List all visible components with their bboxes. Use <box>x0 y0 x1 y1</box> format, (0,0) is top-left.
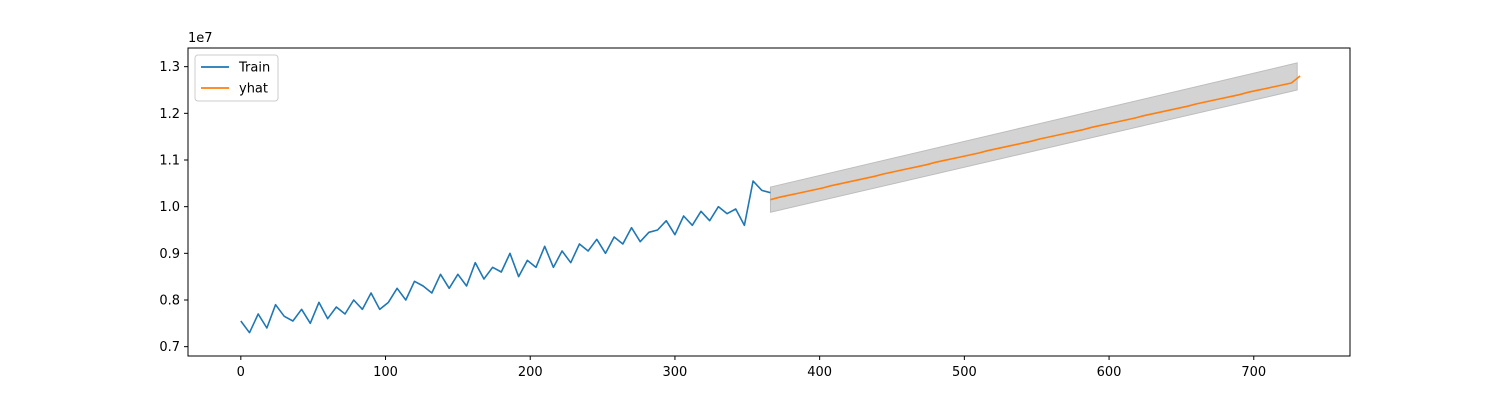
x-tick-label: 600 <box>1097 365 1122 380</box>
series-layer <box>240 75 1301 334</box>
y-tick-label: 0.9 <box>159 247 180 262</box>
x-tick-label: 400 <box>807 365 832 380</box>
y-tick-label: 0.8 <box>159 294 180 309</box>
y-tick-label: 1.2 <box>159 107 180 122</box>
y-tick-label: 1.1 <box>159 154 180 169</box>
x-tick-label: 0 <box>237 365 245 380</box>
x-tick-label: 700 <box>1241 365 1266 380</box>
series-line-train <box>240 180 771 334</box>
y-axis: 0.7 0.8 0.9 1.0 1.1 1.2 1.3 <box>159 60 188 355</box>
y-offset-label: 1e7 <box>188 31 213 46</box>
y-tick-label: 0.7 <box>159 340 180 355</box>
legend-label-train: Train <box>238 61 270 76</box>
band-layer <box>769 62 1298 213</box>
x-axis: 0 100 200 300 400 500 600 700 <box>237 356 1266 380</box>
plot-frame <box>187 47 1351 357</box>
y-tick-label: 1.3 <box>159 60 180 75</box>
x-tick-label: 300 <box>663 365 688 380</box>
legend: Train yhat <box>194 54 279 102</box>
y-tick-label: 1.0 <box>159 200 180 215</box>
x-tick-label: 200 <box>518 365 543 380</box>
series-line-yhat <box>770 75 1301 201</box>
legend-label-yhat: yhat <box>239 82 268 97</box>
x-tick-label: 500 <box>952 365 977 380</box>
x-tick-label: 100 <box>373 365 398 380</box>
forecast-interval-band <box>769 62 1298 213</box>
